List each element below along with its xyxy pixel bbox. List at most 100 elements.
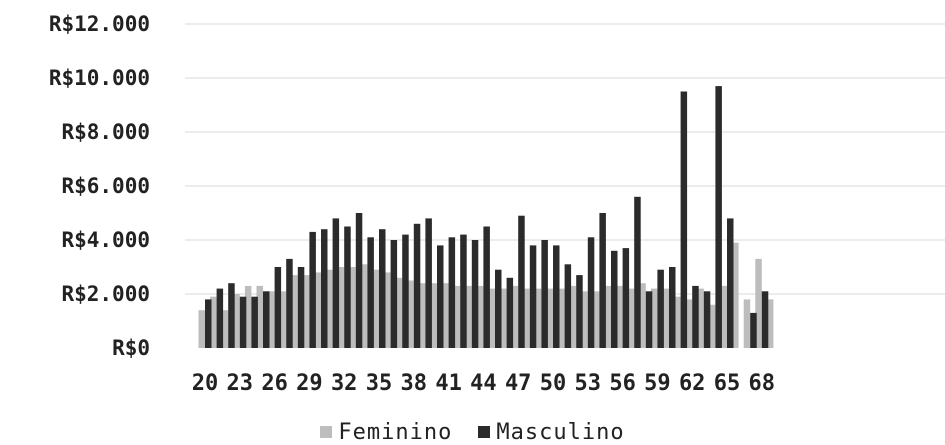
bar-masculino-41: [448, 237, 456, 348]
bar-feminino-49: [534, 288, 542, 348]
bar-feminino-41: [442, 283, 449, 348]
bar-masculino-47: [518, 215, 525, 348]
bar-feminino-44: [476, 285, 484, 348]
bar-masculino-39: [425, 218, 432, 348]
bar-masculino-53: [587, 237, 595, 348]
bar-masculino-68: [761, 291, 769, 348]
x-tick-label: 62: [679, 371, 706, 396]
bar-feminino-52: [569, 285, 577, 348]
bar-feminino-61: [674, 296, 681, 348]
bar-feminino-23: [233, 294, 240, 348]
bar-masculino-64: [715, 86, 722, 348]
bar-masculino-20: [205, 299, 212, 348]
y-tick-label: R$8.000: [61, 120, 150, 144]
bar-masculino-43: [471, 240, 479, 348]
bar-feminino-64: [708, 304, 716, 348]
bar-feminino-48: [523, 288, 530, 348]
bar-masculino-27: [286, 258, 293, 348]
bar-feminino-42: [453, 285, 461, 348]
bar-feminino-66: [732, 242, 739, 348]
bar-masculino-48: [529, 245, 537, 348]
legend-item-masculino[interactable]: Masculino: [478, 420, 624, 445]
bar-feminino-29: [302, 275, 310, 348]
bar-masculino-21: [216, 288, 224, 348]
bar-feminino-28: [291, 275, 298, 348]
bar-masculino-33: [355, 213, 363, 348]
x-tick-label: 35: [366, 371, 393, 396]
bar-masculino-34: [367, 237, 374, 348]
bar-masculino-30: [321, 229, 328, 348]
bar-feminino-45: [488, 288, 495, 348]
bar-masculino-58: [645, 291, 653, 348]
bar-feminino-21: [210, 296, 217, 348]
bar-feminino-27: [279, 291, 287, 348]
bar-feminino-53: [581, 291, 588, 348]
bar-feminino-30: [314, 272, 321, 348]
bar-feminino-65: [720, 285, 727, 348]
x-tick-label: 68: [749, 371, 776, 396]
bar-masculino-24: [251, 296, 258, 348]
bar-masculino-35: [379, 229, 386, 348]
bar-feminino-43: [465, 285, 472, 348]
bar-masculino-26: [274, 267, 282, 348]
bar-masculino-38: [413, 223, 421, 348]
bar-feminino-36: [384, 272, 391, 348]
bar-feminino-63: [697, 288, 704, 348]
bar-masculino-56: [622, 248, 630, 348]
bar-feminino-24: [244, 285, 252, 348]
bar-feminino-60: [662, 288, 669, 348]
bar-masculino-32: [344, 226, 351, 348]
bar-feminino-54: [592, 291, 600, 348]
x-tick-label: 53: [575, 371, 602, 396]
x-tick-label: 56: [609, 371, 636, 396]
legend-swatch-masculino: [478, 426, 491, 438]
x-tick-label: 20: [192, 371, 219, 396]
bar-masculino-57: [634, 196, 641, 348]
x-tick-label: 59: [644, 371, 671, 396]
y-tick-label: R$4.000: [61, 228, 150, 252]
bar-feminino-25: [256, 285, 263, 348]
bar-masculino-52: [576, 275, 583, 348]
bar-feminino-40: [430, 283, 437, 348]
bar-masculino-49: [541, 240, 548, 348]
legend-item-feminino[interactable]: Feminino: [320, 420, 452, 445]
bar-feminino-62: [685, 299, 693, 348]
bar-masculino-31: [332, 218, 340, 348]
x-tick-label: 29: [296, 371, 323, 396]
bar-masculino-65: [727, 218, 734, 348]
bar-masculino-28: [297, 267, 305, 348]
x-tick-label: 23: [227, 371, 254, 396]
bar-masculino-42: [460, 234, 467, 348]
bar-feminino-33: [349, 267, 356, 348]
x-tick-label: 65: [714, 371, 741, 396]
legend-label-masculino: Masculino: [496, 419, 625, 445]
bar-feminino-69: [766, 299, 774, 348]
bar-masculino-59: [657, 269, 664, 348]
bar-masculino-44: [483, 226, 490, 348]
bar-masculino-60: [669, 267, 676, 348]
bar-masculino-50: [553, 245, 560, 348]
bar-masculino-36: [390, 240, 398, 348]
y-tick-label: R$6.000: [61, 174, 150, 198]
bar-masculino-46: [506, 277, 514, 348]
bar-masculino-67: [750, 312, 757, 348]
bar-feminino-34: [360, 264, 368, 348]
bar-feminino-51: [558, 288, 565, 348]
bar-feminino-67: [743, 299, 751, 348]
bar-masculino-22: [228, 283, 235, 348]
y-tick-label: R$12.000: [49, 12, 150, 36]
bar-feminino-20: [198, 310, 205, 348]
bar-feminino-31: [326, 269, 333, 348]
bar-masculino-62: [692, 285, 699, 348]
legend: Feminino Masculino: [0, 420, 945, 445]
legend-label-feminino: Feminino: [338, 419, 453, 445]
bar-masculino-29: [309, 231, 316, 348]
bar-masculino-51: [564, 264, 572, 348]
x-tick-label: 26: [261, 371, 288, 396]
bar-feminino-68: [755, 258, 762, 348]
bar-masculino-45: [495, 269, 502, 348]
bar-feminino-37: [395, 277, 403, 348]
bar-feminino-38: [407, 280, 414, 348]
x-tick-label: 50: [540, 371, 567, 396]
